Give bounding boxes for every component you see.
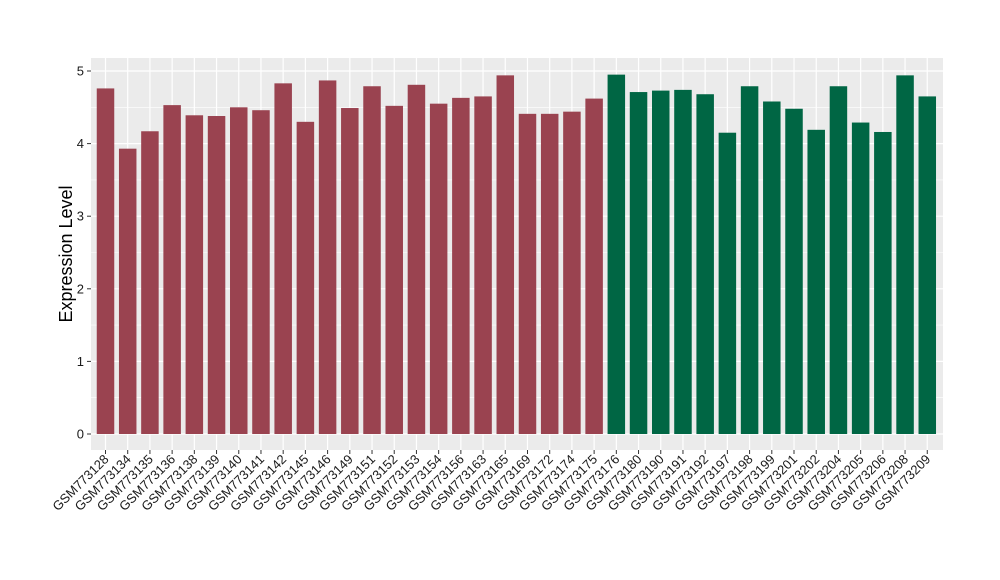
bar-GSM773202 [807, 129, 825, 434]
bar-GSM773190 [652, 90, 670, 435]
bar-GSM773180 [629, 92, 648, 434]
bar-GSM773145 [296, 121, 315, 434]
bar-GSM773175 [585, 98, 603, 434]
y-tick-label: 2 [77, 281, 84, 296]
bar-GSM773191 [674, 89, 692, 434]
x-axis: GSM773128GSM773134GSM773135GSM773136GSM7… [49, 450, 933, 514]
bar-GSM773153 [407, 84, 426, 434]
bar-GSM773138 [185, 115, 204, 434]
bar-GSM773151 [363, 86, 381, 434]
bar-GSM773154 [429, 103, 448, 435]
bar-GSM773176 [607, 74, 626, 434]
bar-GSM773142 [274, 83, 292, 434]
bars [96, 74, 937, 435]
bar-GSM773152 [385, 105, 403, 435]
bar-GSM773146 [318, 80, 337, 435]
bar-GSM773198 [740, 86, 759, 434]
bar-GSM773205 [851, 122, 870, 435]
bar-GSM773209 [918, 96, 937, 434]
bar-GSM773128 [96, 88, 115, 434]
bar-GSM773139 [207, 116, 226, 435]
y-tick-label: 1 [77, 354, 84, 369]
bar-GSM773172 [540, 113, 559, 435]
bar-GSM773201 [785, 108, 803, 434]
bar-GSM773204 [829, 86, 848, 434]
y-axis-title: Expression Level [56, 185, 76, 322]
bar-GSM773163 [474, 96, 492, 434]
y-tick-label: 5 [77, 64, 84, 79]
y-axis: 0 1 2 3 4 5 [77, 64, 91, 442]
bar-GSM773206 [874, 131, 892, 434]
bar-GSM773135 [141, 131, 159, 434]
bar-GSM773165 [496, 75, 515, 434]
y-tick-label: 3 [77, 209, 84, 224]
y-tick-label: 4 [77, 136, 84, 151]
bar-GSM773134 [118, 148, 137, 434]
bar-GSM773199 [763, 101, 781, 434]
bar-GSM773192 [696, 94, 714, 435]
bar-GSM773169 [518, 113, 537, 435]
bar-GSM773174 [563, 111, 581, 434]
bar-GSM773136 [163, 105, 181, 434]
bar-GSM773141 [252, 110, 270, 434]
bar-GSM773149 [341, 108, 359, 434]
bar-GSM773197 [718, 132, 737, 434]
bar-GSM773156 [452, 97, 470, 434]
bar-GSM773208 [896, 75, 914, 434]
y-tick-label: 0 [77, 427, 84, 442]
bar-GSM773140 [230, 107, 248, 435]
